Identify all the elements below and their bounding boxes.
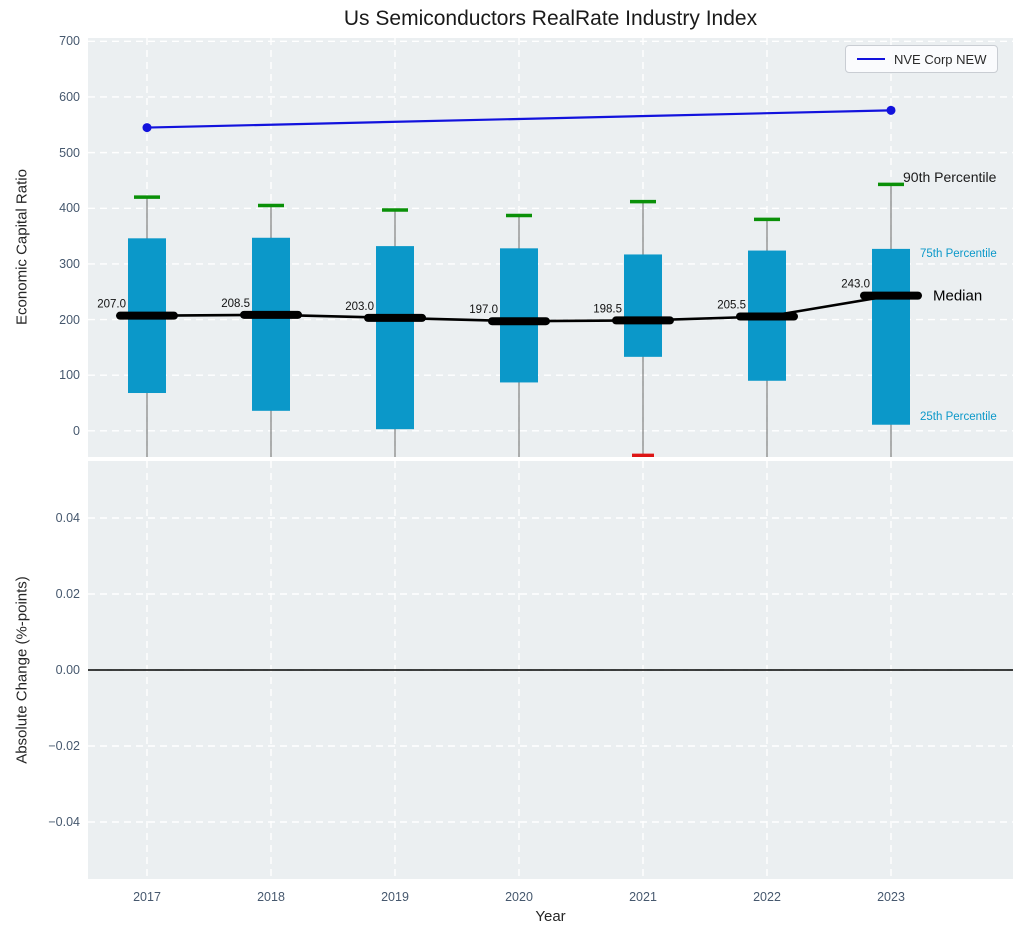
y-tick-label-bottom: 0.00 <box>55 663 80 677</box>
bottom-plot-canvas <box>88 461 1013 879</box>
box-2020 <box>500 248 538 383</box>
y-tick-label-top: 700 <box>59 34 80 49</box>
median-value-label: 198.5 <box>593 303 622 315</box>
x-tick-label: 2022 <box>753 890 781 904</box>
median-value-label: 208.5 <box>221 298 250 310</box>
nve-line <box>146 109 892 129</box>
median-value-label: 243.0 <box>841 279 870 291</box>
box-2021 <box>624 254 662 357</box>
bottom-axes <box>88 461 1013 879</box>
y-tick-label-bottom: 0.02 <box>55 587 80 601</box>
side-label-25th-percentile: 25th Percentile <box>920 411 997 423</box>
y-tick-label-bottom: −0.02 <box>48 739 80 753</box>
median-value-label: 205.5 <box>717 299 746 311</box>
side-label-75th-percentile: 75th Percentile <box>920 248 997 260</box>
box-2018 <box>252 237 290 411</box>
y-tick-label-top: 100 <box>59 368 80 383</box>
legend-line-swatch <box>857 58 885 60</box>
y-tick-label-bottom: −0.04 <box>48 815 80 829</box>
y-tick-label-top: 300 <box>59 256 80 271</box>
legend: NVE Corp NEW <box>845 45 999 73</box>
x-tick-label: 2019 <box>381 890 409 904</box>
nve-marker-2023 <box>886 105 896 115</box>
legend-label: NVE Corp NEW <box>894 51 987 67</box>
chart-title: Us Semiconductors RealRate Industry Inde… <box>343 7 758 30</box>
x-tick-label: 2017 <box>133 890 161 904</box>
median-value-label: 197.0 <box>469 304 498 316</box>
side-label-median: Median <box>933 288 982 305</box>
median-value-label: 203.0 <box>345 301 374 313</box>
x-tick-label: 2023 <box>877 890 905 904</box>
nve-marker-2017 <box>142 123 152 133</box>
median-value-label: 207.0 <box>97 299 126 311</box>
box-2023 <box>872 248 910 425</box>
y-tick-label-top: 400 <box>59 201 80 216</box>
box-2019 <box>376 246 414 430</box>
y-tick-label-top: 500 <box>59 145 80 160</box>
x-tick-label: 2018 <box>257 890 285 904</box>
y-tick-label-top: 0 <box>73 423 80 438</box>
y-tick-label-top: 600 <box>59 89 80 104</box>
y-tick-label-top: 200 <box>59 312 80 327</box>
y-axis-label-top: Economic Capital Ratio <box>13 169 31 325</box>
x-tick-label: 2020 <box>505 890 533 904</box>
top-axes: 207.0 208.5 203.0 197.0 198.5 205.5 243.0 90th … <box>88 38 1013 457</box>
side-label-90th-percentile: 90th Percentile <box>903 169 997 185</box>
top-plot-canvas: 207.0 208.5 203.0 197.0 198.5 205.5 243.0 90th … <box>88 38 1013 457</box>
y-tick-label-bottom: 0.04 <box>55 511 80 525</box>
x-tick-label: 2021 <box>629 890 657 904</box>
x-axis-label: Year <box>535 908 566 925</box>
